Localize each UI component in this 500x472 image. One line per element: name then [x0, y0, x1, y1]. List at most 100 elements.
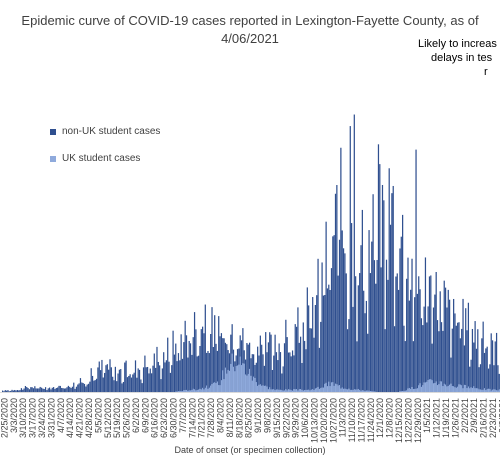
bar-non-uk [451, 328, 453, 392]
bar-non-uk [142, 367, 145, 392]
bar-non-uk [360, 245, 362, 392]
bar-non-uk [26, 387, 28, 392]
bar-non-uk [20, 388, 23, 392]
bar-non-uk [439, 291, 441, 392]
bar-uk [258, 384, 260, 392]
bar-non-uk [136, 377, 138, 392]
x-tick-label: 4/21/2020 [75, 398, 85, 438]
x-tick-label: 1/5/2021 [422, 398, 432, 433]
bar-non-uk [27, 388, 29, 392]
bar-non-uk [176, 361, 178, 392]
bar-non-uk [297, 307, 299, 392]
bar-non-uk [281, 373, 283, 392]
bar-uk [238, 364, 240, 392]
bar-non-uk [11, 389, 13, 392]
bar-non-uk [151, 373, 153, 392]
bar-non-uk [455, 325, 457, 392]
x-tick-label: 12/15/2020 [394, 398, 404, 443]
bar-non-uk [83, 383, 86, 392]
bar-non-uk [474, 321, 476, 392]
bar-non-uk [58, 385, 60, 392]
bar-non-uk [479, 364, 482, 392]
bar-non-uk [434, 294, 436, 392]
bar-non-uk [399, 248, 401, 392]
bar-non-uk [246, 343, 248, 392]
bar-non-uk [261, 344, 263, 392]
bar-uk [443, 383, 445, 392]
bar-uk [348, 388, 350, 392]
bar-uk [364, 390, 366, 392]
bar-non-uk [197, 355, 200, 392]
bar-uk [253, 376, 255, 392]
bar-non-uk [418, 276, 420, 392]
bar-uk [322, 387, 325, 392]
bar-uk [274, 390, 276, 392]
bar-non-uk [266, 352, 268, 392]
bar-uk [299, 389, 302, 392]
bar-non-uk [207, 350, 209, 392]
bar-uk [232, 366, 235, 392]
chart-title: Epidemic curve of COVID-19 cases reporte… [21, 13, 479, 28]
bar-uk [368, 390, 370, 392]
annotation-line-3: r [484, 66, 488, 78]
bar-non-uk [86, 384, 88, 392]
bar-uk [351, 389, 353, 392]
bar-non-uk [97, 367, 99, 392]
bar-uk [357, 388, 359, 392]
x-tick-label: 1/12/2021 [432, 398, 442, 438]
bar-non-uk [306, 287, 308, 392]
x-tick-label: 6/9/2020 [140, 398, 150, 433]
bar-non-uk [199, 345, 201, 392]
bar-non-uk [32, 388, 35, 392]
bar-uk [195, 390, 197, 392]
bar-non-uk [329, 290, 331, 392]
bar-non-uk [195, 329, 197, 392]
bar-non-uk [89, 381, 91, 392]
bar-non-uk [295, 326, 298, 392]
x-tick-label: 5/26/2020 [122, 398, 132, 438]
bar-non-uk [144, 355, 146, 392]
x-tick-label: 8/25/2020 [244, 398, 254, 438]
bar-non-uk [287, 352, 290, 392]
bar-non-uk [397, 289, 400, 392]
bar-non-uk [171, 365, 173, 392]
bar-non-uk [120, 369, 122, 392]
bar-uk [329, 386, 331, 392]
bar-uk [204, 387, 206, 392]
bar-uk [440, 381, 443, 392]
x-tick-label: 10/20/2020 [319, 398, 329, 443]
bar-non-uk [349, 126, 351, 392]
bar-uk [210, 385, 212, 392]
bar-non-uk [149, 368, 151, 392]
bar-non-uk [216, 350, 218, 392]
bar-non-uk [342, 248, 345, 392]
x-tick-label: 9/22/2020 [281, 398, 291, 438]
bar-non-uk [126, 377, 129, 392]
bar-non-uk [75, 386, 78, 392]
bar-uk [224, 367, 227, 392]
bar-non-uk [328, 284, 330, 392]
bar-non-uk [148, 373, 150, 392]
bar-uk [306, 389, 308, 392]
bar-non-uk [308, 305, 310, 392]
bar-non-uk [206, 352, 208, 392]
bar-non-uk [187, 357, 189, 392]
bar-uk [317, 386, 319, 392]
bar-non-uk [78, 383, 80, 392]
x-tick-label: 3/3/2020 [9, 398, 19, 433]
bar-non-uk [15, 390, 17, 392]
bar-non-uk [325, 221, 327, 392]
bar-uk [231, 353, 233, 392]
bar-non-uk [364, 313, 366, 392]
bar-non-uk [332, 236, 334, 392]
bar-non-uk [48, 387, 51, 392]
bar-uk [438, 384, 440, 392]
bar-non-uk [110, 367, 112, 392]
bar-non-uk [153, 353, 155, 392]
bar-non-uk [177, 353, 180, 392]
bar-non-uk [263, 365, 265, 392]
bar-uk [295, 389, 298, 392]
x-tick-label: 2/23/2021 [488, 398, 498, 438]
x-tick-label: 11/10/2020 [347, 398, 357, 442]
bar-non-uk [125, 360, 127, 392]
